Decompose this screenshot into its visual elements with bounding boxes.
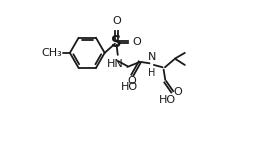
Text: HO: HO [159, 95, 176, 105]
Text: O: O [112, 16, 121, 26]
Text: S: S [111, 35, 122, 50]
Text: O: O [174, 87, 182, 97]
Text: HO: HO [120, 81, 138, 92]
Text: O: O [133, 37, 141, 47]
Text: CH₃: CH₃ [42, 48, 62, 58]
Text: HN: HN [106, 59, 123, 69]
Text: N: N [148, 52, 156, 62]
Text: H: H [148, 68, 155, 78]
Text: O: O [127, 76, 136, 86]
